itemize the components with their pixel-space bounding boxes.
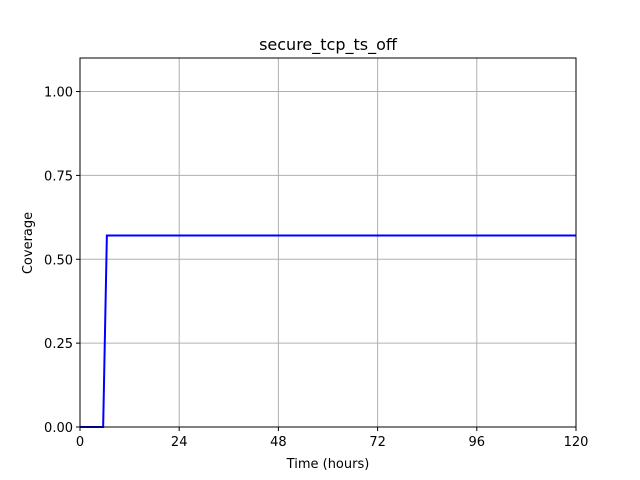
y-tick-label: 0.50 (44, 253, 73, 268)
plot-frame (79, 57, 577, 428)
x-tick-label: 72 (369, 435, 386, 450)
y-tick-label: 1.00 (44, 86, 73, 101)
x-tick-label: 120 (564, 435, 589, 450)
y-tick-label: 0.75 (44, 169, 73, 184)
y-tick-label: 0.25 (44, 337, 73, 352)
x-axis-label: Time (hours) (286, 457, 370, 472)
x-tick-label: 48 (270, 435, 287, 450)
x-tick-label: 0 (76, 435, 84, 450)
y-axis-label: Coverage (21, 212, 36, 274)
ticks: 0 24 48 72 96 120 0.00 0.25 0.50 0.75 1.00 (44, 86, 588, 450)
chart-title: secure_tcp_ts_off (259, 35, 398, 55)
y-tick-label: 0.00 (44, 421, 73, 436)
x-tick-label: 96 (469, 435, 486, 450)
x-tick-label: 24 (171, 435, 188, 450)
